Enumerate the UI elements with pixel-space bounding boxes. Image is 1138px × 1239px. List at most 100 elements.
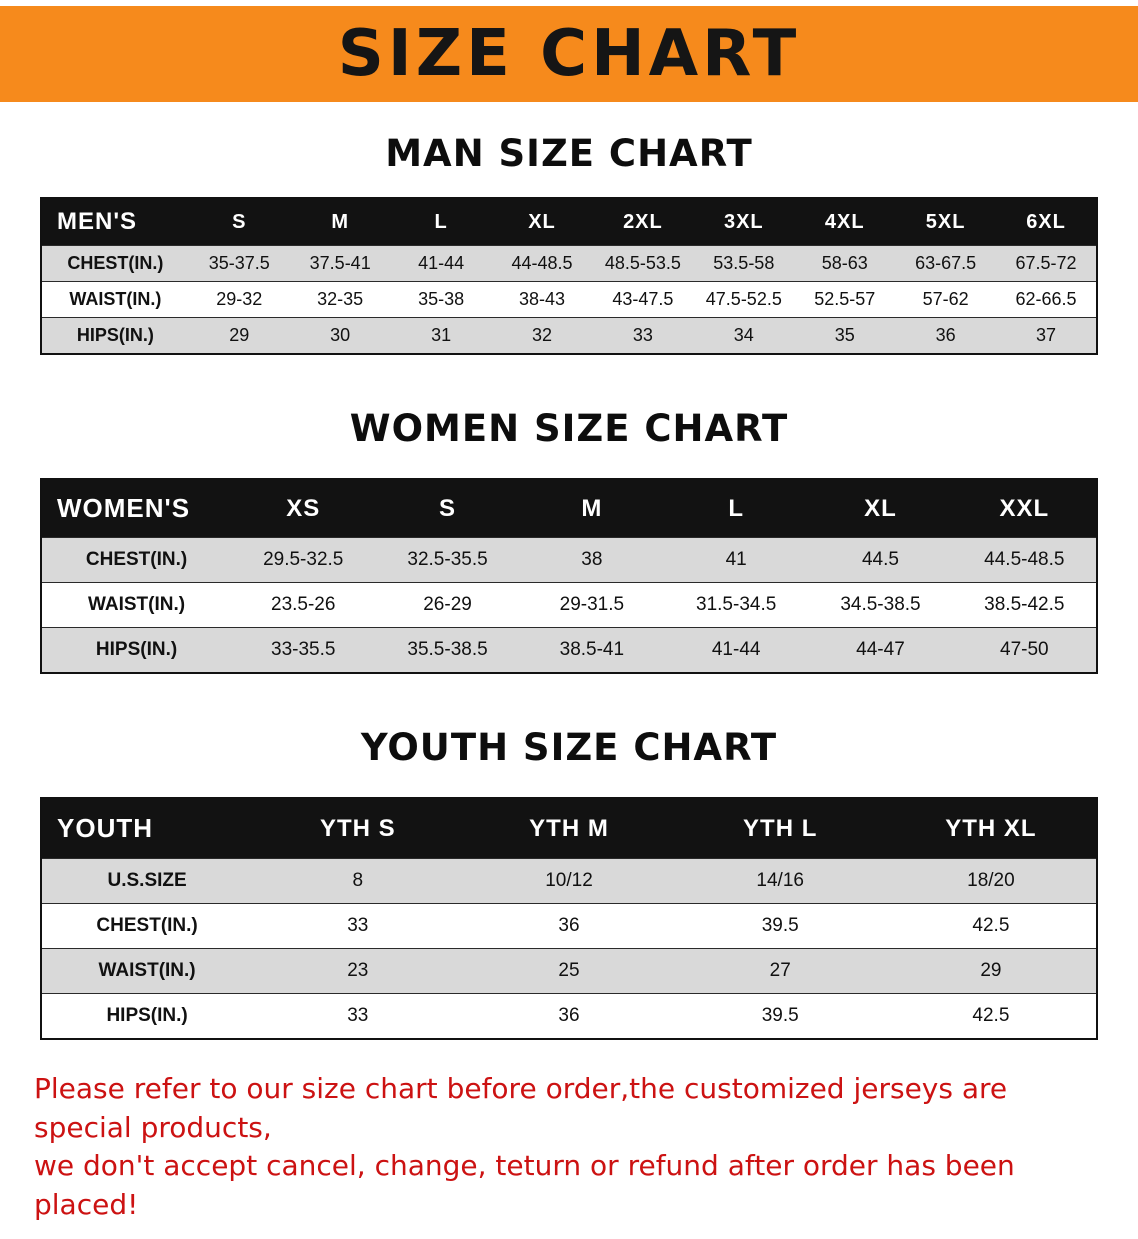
size-header-cell: XS <box>231 479 376 538</box>
size-value-cell: 43-47.5 <box>612 289 674 309</box>
row-label-cell: U.S.SIZE <box>107 870 187 891</box>
table-row: CHEST(IN.) 29.5-32.5 32.5-35.5 38 41 44.5 44.5… <box>41 537 1097 583</box>
size-header-cell: L <box>664 479 809 538</box>
size-value-cell: 27 <box>769 960 791 981</box>
size-value-cell: 38-43 <box>518 289 566 309</box>
size-value-cell: 33 <box>632 325 653 345</box>
size-value-cell: 32 <box>531 325 553 345</box>
size-value-cell: 36 <box>935 325 956 345</box>
size-header-cell: M <box>289 198 391 246</box>
section-heading-youth: YOUTH SIZE CHART <box>360 726 778 769</box>
table-header-row: WOMEN'S XS S M L XL XXL <box>41 479 1097 538</box>
table-row: CHEST(IN.) 33 36 39.5 42.5 <box>41 903 1097 949</box>
size-value-cell: 57-62 <box>922 289 969 309</box>
youth-size-table: YOUTH YTH S YTH M YTH L YTH XL U.S.SIZE 8 10/12… <box>40 797 1098 1040</box>
size-value-cell: 33 <box>347 1005 369 1026</box>
size-value-cell: 33-35.5 <box>271 639 336 660</box>
size-value-cell: 23 <box>347 960 369 981</box>
size-header-cell: M <box>519 479 665 538</box>
size-value-cell: 47-50 <box>1000 639 1049 660</box>
size-value-cell: 53.5-58 <box>713 253 775 273</box>
row-label-cell: WAIST(IN.) <box>98 960 196 981</box>
size-header-cell: S <box>188 198 290 246</box>
table-title-cell: YOUTH <box>41 798 253 859</box>
size-value-cell: 42.5 <box>972 915 1010 936</box>
size-header-cell: YTH M <box>463 798 675 859</box>
section-women: WOMEN SIZE CHART WOMEN'S XS S M L XL XXL CHEST(… <box>0 407 1138 674</box>
size-value-cell: 32.5-35.5 <box>407 549 488 570</box>
disclaimer-line-2: we don't accept cancel, change, teturn o… <box>34 1149 1015 1221</box>
size-value-cell: 48.5-53.5 <box>604 253 681 273</box>
table-header-row: MEN'S S M L XL 2XL 3XL 4XL 5XL 6XL <box>41 198 1097 246</box>
section-men: MAN SIZE CHART MEN'S S M L XL 2XL 3XL 4XL 5XL 6XL… <box>0 132 1138 355</box>
size-chart-banner: SIZE CHART <box>0 6 1138 102</box>
size-value-cell: 35-38 <box>418 289 465 309</box>
size-value-cell: 29-31.5 <box>559 594 625 615</box>
size-value-cell: 44.5 <box>861 549 899 570</box>
size-header-cell: XL <box>808 479 953 538</box>
size-value-cell: 34 <box>733 325 754 345</box>
size-value-cell: 37 <box>1036 325 1057 345</box>
size-value-cell: 41-44 <box>418 253 465 273</box>
size-value-cell: 30 <box>330 325 351 345</box>
size-value-cell: 38.5-42.5 <box>984 594 1065 615</box>
size-value-cell: 38.5-41 <box>559 639 625 660</box>
size-value-cell: 14/16 <box>756 870 804 891</box>
size-value-cell: 31.5-34.5 <box>696 594 777 615</box>
size-value-cell: 10/12 <box>545 870 593 891</box>
size-value-cell: 63-67.5 <box>915 253 977 273</box>
section-heading-women: WOMEN SIZE CHART <box>349 407 789 450</box>
size-value-cell: 58-63 <box>821 253 868 273</box>
size-value-cell: 39.5 <box>761 915 799 936</box>
size-value-cell: 44-48.5 <box>511 253 573 273</box>
size-value-cell: 25 <box>558 960 580 981</box>
size-value-cell: 62-66.5 <box>1015 289 1077 309</box>
row-label-cell: CHEST(IN.) <box>67 253 164 273</box>
table-row: U.S.SIZE 8 10/12 14/16 18/20 <box>41 858 1097 904</box>
row-label-cell: HIPS(IN.) <box>106 1005 188 1026</box>
table-row: HIPS(IN.) 33-35.5 35.5-38.5 38.5-41 41-44 44-… <box>41 627 1097 673</box>
size-header-cell: 4XL <box>794 198 896 246</box>
size-value-cell: 41-44 <box>711 639 761 660</box>
section-heading-man: MAN SIZE CHART <box>385 132 753 175</box>
size-value-cell: 31 <box>431 325 452 345</box>
size-header-cell: 2XL <box>592 198 694 246</box>
disclaimer-text: Please refer to our size chart before or… <box>0 1070 1138 1239</box>
table-row: HIPS(IN.) 33 36 39.5 42.5 <box>41 993 1097 1040</box>
women-size-table: WOMEN'S XS S M L XL XXL CHEST(IN.) 29.5-32.5 32.5… <box>40 478 1098 674</box>
size-value-cell: 42.5 <box>972 1005 1010 1026</box>
size-header-cell: 5XL <box>895 198 997 246</box>
size-header-cell: 6XL <box>996 198 1097 246</box>
table-row: CHEST(IN.) 35-37.5 37.5-41 41-44 44-48.5 48.5… <box>41 245 1097 282</box>
table-row: WAIST(IN.) 23 25 27 29 <box>41 948 1097 994</box>
size-header-cell: L <box>390 198 492 246</box>
size-value-cell: 44-47 <box>856 639 905 660</box>
size-value-cell: 36 <box>558 1005 580 1026</box>
size-value-cell: 34.5-38.5 <box>840 594 921 615</box>
size-value-cell: 47.5-52.5 <box>705 289 782 309</box>
size-value-cell: 41 <box>725 549 747 570</box>
size-value-cell: 67.5-72 <box>1015 253 1077 273</box>
row-label-cell: HIPS(IN.) <box>76 325 154 345</box>
size-value-cell: 33 <box>347 915 369 936</box>
size-value-cell: 35-37.5 <box>208 253 270 273</box>
size-value-cell: 52.5-57 <box>814 289 876 309</box>
size-value-cell: 35 <box>834 325 855 345</box>
row-label-cell: WAIST(IN.) <box>69 289 162 309</box>
size-value-cell: 29 <box>980 960 1002 981</box>
row-label-cell: WAIST(IN.) <box>87 594 186 615</box>
size-header-cell: S <box>375 479 520 538</box>
size-value-cell: 32-35 <box>317 289 364 309</box>
page-title: SIZE CHART <box>337 17 801 91</box>
size-value-cell: 8 <box>352 870 364 891</box>
size-header-cell: YTH L <box>674 798 886 859</box>
table-header-row: YOUTH YTH S YTH M YTH L YTH XL <box>41 798 1097 859</box>
size-value-cell: 39.5 <box>761 1005 799 1026</box>
size-header-cell: XL <box>491 198 593 246</box>
size-value-cell: 29-32 <box>216 289 263 309</box>
size-header-cell: 3XL <box>693 198 795 246</box>
disclaimer-line-1: Please refer to our size chart before or… <box>34 1072 1008 1144</box>
size-value-cell: 38 <box>581 549 603 570</box>
men-size-table: MEN'S S M L XL 2XL 3XL 4XL 5XL 6XL CHEST(IN.) 35-37… <box>40 197 1098 355</box>
size-header-cell: YTH XL <box>885 798 1097 859</box>
